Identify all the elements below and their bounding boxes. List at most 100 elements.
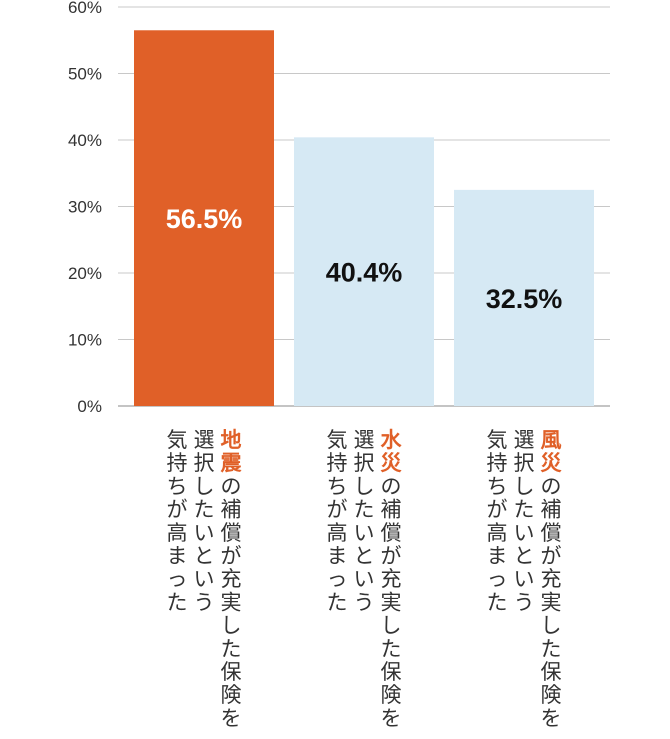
category-label-char: 選: [514, 428, 535, 452]
category-label-char: い: [354, 521, 375, 545]
bar-data-labels: 56.5% 40.4% 32.5%: [166, 204, 563, 314]
category-label-char: 実: [221, 590, 242, 614]
category-label-char: 償: [541, 521, 562, 545]
category-label-char: た: [381, 637, 402, 661]
category-label-char: い: [514, 521, 535, 545]
category-label-char: 充: [221, 567, 242, 591]
category-label-char: 補: [221, 498, 242, 522]
category-label-char: し: [194, 474, 215, 498]
y-tick-label: 50%: [68, 65, 102, 84]
category-label-char: が: [167, 498, 188, 522]
y-tick-label: 0%: [77, 397, 102, 416]
category-label-char: う: [354, 590, 375, 614]
bar-value-label: 40.4%: [326, 258, 403, 288]
category-label-char: た: [194, 498, 215, 522]
category-label-char: 充: [541, 567, 562, 591]
category-label-char: を: [221, 706, 242, 730]
bar: [454, 189, 594, 406]
category-highlight-char: 水: [381, 428, 403, 452]
category-label-char: 充: [381, 567, 402, 591]
category-label-char: 択: [514, 451, 535, 475]
y-tick-label: 10%: [68, 331, 102, 350]
category-label-char: が: [487, 498, 508, 522]
category-label-char: た: [327, 590, 348, 614]
category-label-char: 償: [381, 521, 402, 545]
category-label-char: た: [514, 498, 535, 522]
category-label-char: た: [541, 637, 562, 661]
category-label-char: が: [541, 544, 562, 568]
category-label-char: 高: [167, 521, 188, 545]
category-label-char: 補: [381, 498, 402, 522]
bars: [134, 30, 594, 407]
category-label-char: の: [541, 474, 562, 498]
bar-value-label: 32.5%: [486, 284, 563, 314]
category-label-char: を: [541, 706, 562, 730]
category-label-char: ち: [167, 474, 188, 498]
category-label-char: が: [327, 498, 348, 522]
category-label-char: 持: [327, 451, 348, 475]
category-label-char: 険: [381, 683, 402, 707]
category-label-char: 持: [487, 451, 508, 475]
category-label-char: 償: [221, 521, 242, 545]
category-label-char: し: [221, 614, 242, 638]
category-label-char: い: [194, 567, 215, 591]
category-label-char: 保: [381, 660, 402, 684]
category-label-char: と: [194, 544, 215, 568]
category-label-char: た: [487, 590, 508, 614]
category-label-char: い: [194, 521, 215, 545]
category-label-char: た: [221, 637, 242, 661]
category-label-char: う: [194, 590, 215, 614]
y-tick-label: 30%: [68, 198, 102, 217]
category-label-char: し: [381, 614, 402, 638]
category-label-char: し: [541, 614, 562, 638]
y-tick-label: 40%: [68, 131, 102, 150]
category-label-char: 選: [194, 428, 215, 452]
category-label-char: し: [514, 474, 535, 498]
category-label-char: が: [221, 544, 242, 568]
y-tick-label: 60%: [68, 0, 102, 17]
category-label-char: の: [381, 474, 402, 498]
category-label-char: 補: [541, 498, 562, 522]
category-highlight-char: 災: [541, 451, 563, 475]
category-label-char: 険: [541, 683, 562, 707]
y-tick-label: 20%: [68, 264, 102, 283]
y-axis-tick-labels: 0% 10% 20% 30% 40% 50% 60%: [68, 0, 102, 416]
category-label-char: 険: [221, 683, 242, 707]
category-label-char: 実: [381, 590, 402, 614]
category-label-char: ま: [327, 544, 348, 568]
category-label-char: と: [514, 544, 535, 568]
category-label-char: た: [167, 590, 188, 614]
category-label-char: う: [514, 590, 535, 614]
category-label-char: 保: [221, 660, 242, 684]
category-highlight-char: 災: [381, 451, 403, 475]
category-label-char: 気: [487, 428, 508, 452]
category-label-char: を: [381, 706, 402, 730]
category-highlight-char: 風: [541, 428, 562, 452]
category-label-char: 持: [167, 451, 188, 475]
category-label-char: 保: [541, 660, 562, 684]
bar: [134, 30, 274, 407]
category-labels: 地震の補償が充実した保険を選択したいという気持ちが高まった水災の補償が充実した保…: [167, 428, 563, 730]
category-label-char: ち: [327, 474, 348, 498]
category-label-char: 択: [354, 451, 375, 475]
bar: [294, 137, 434, 406]
category-label-char: が: [381, 544, 402, 568]
category-label-char: の: [221, 474, 242, 498]
category-label-char: い: [354, 567, 375, 591]
category-label-char: 気: [327, 428, 348, 452]
category-label-char: い: [514, 567, 535, 591]
category-label-char: 択: [194, 451, 215, 475]
category-label-char: し: [354, 474, 375, 498]
category-label-char: 実: [541, 590, 562, 614]
bar-value-label: 56.5%: [166, 204, 243, 234]
category-label-char: 選: [354, 428, 375, 452]
category-highlight-char: 震: [221, 451, 243, 475]
category-label-char: ま: [487, 544, 508, 568]
category-label-char: ま: [167, 544, 188, 568]
category-label-char: 高: [487, 521, 508, 545]
category-label-char: た: [354, 498, 375, 522]
category-highlight-char: 地: [221, 428, 242, 452]
category-label-char: っ: [327, 567, 348, 591]
category-label-char: 高: [327, 521, 348, 545]
